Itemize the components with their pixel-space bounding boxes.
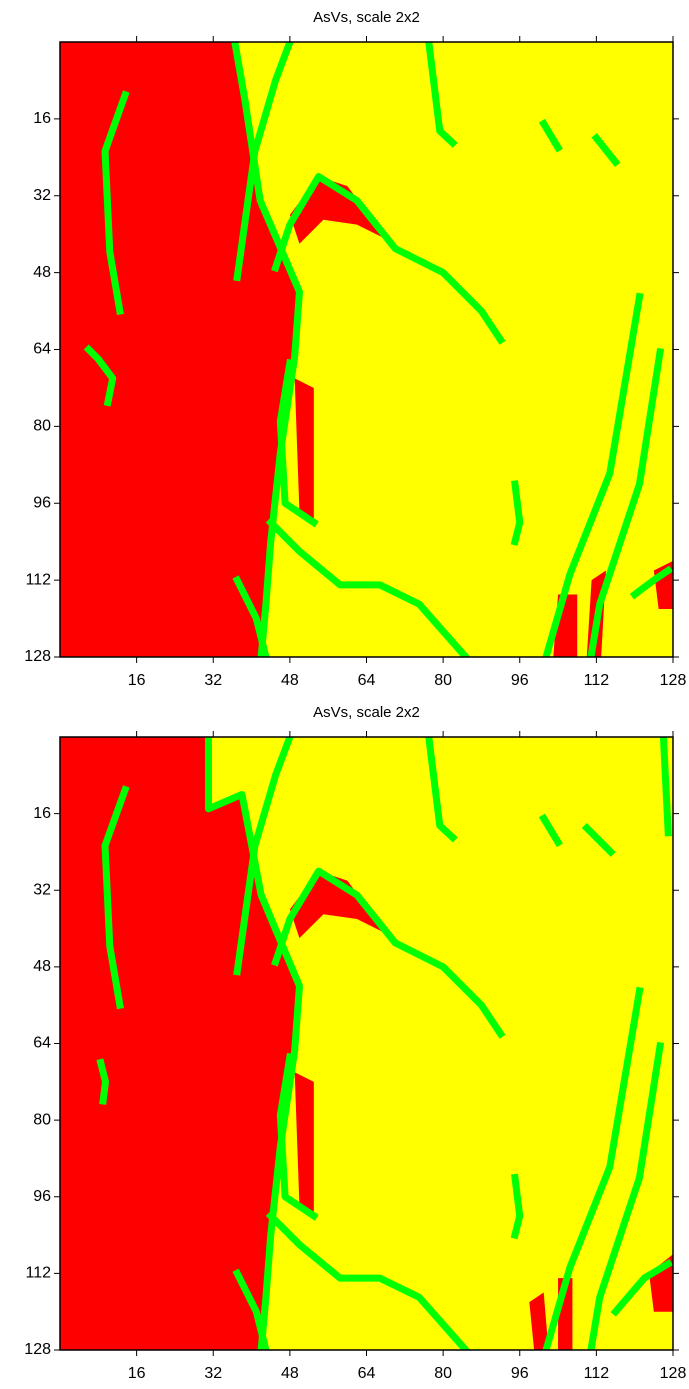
- curve: [587, 347, 665, 657]
- curve: [629, 565, 673, 600]
- curve: [96, 1058, 109, 1105]
- y-tick-label: 96: [33, 494, 51, 511]
- region: [289, 871, 396, 939]
- curve: [265, 1210, 471, 1350]
- x-tick-label: 112: [584, 1365, 610, 1382]
- x-tick-label: 32: [204, 672, 222, 689]
- curve: [538, 118, 563, 153]
- curve: [659, 737, 672, 837]
- curve: [581, 823, 616, 857]
- curve: [510, 480, 524, 546]
- region: [60, 737, 300, 1350]
- region: [294, 1072, 314, 1216]
- curve: [542, 986, 644, 1350]
- curve: [425, 42, 458, 148]
- curve: [542, 292, 644, 657]
- region: [529, 1292, 549, 1350]
- y-tick-label: 64: [33, 1035, 51, 1052]
- x-tick-label: 48: [281, 1365, 299, 1382]
- region: [289, 176, 396, 244]
- curve: [101, 785, 130, 1010]
- y-tick-label: 96: [33, 1188, 51, 1205]
- chart-title: AsVs, scale 2x2: [313, 704, 420, 721]
- y-tick-label: 128: [24, 1341, 51, 1358]
- x-tick-label: 80: [434, 1365, 452, 1382]
- y-tick-label: 48: [33, 264, 51, 281]
- curve: [276, 1052, 319, 1221]
- curve: [204, 737, 303, 1350]
- curve: [271, 173, 506, 345]
- y-tick-label: 32: [33, 881, 51, 898]
- curve: [232, 575, 270, 657]
- curve: [538, 813, 563, 848]
- y-tick-label: 80: [33, 418, 51, 435]
- x-tick-label: 32: [204, 1365, 222, 1382]
- curve: [425, 737, 458, 843]
- x-tick-label: 16: [128, 672, 146, 689]
- x-tick-label: 128: [660, 672, 687, 689]
- x-tick-label: 96: [511, 1365, 529, 1382]
- curve: [276, 358, 319, 528]
- curve: [510, 1173, 524, 1240]
- plot-area: [60, 737, 673, 1350]
- y-tick-label: 112: [25, 571, 51, 588]
- x-tick-label: 64: [358, 672, 376, 689]
- curve: [231, 42, 303, 657]
- curve: [83, 344, 117, 407]
- x-tick-label: 80: [434, 672, 452, 689]
- y-tick-label: 16: [33, 805, 51, 822]
- x-tick-label: 48: [281, 672, 299, 689]
- y-tick-label: 64: [33, 341, 51, 358]
- x-tick-label: 96: [511, 672, 529, 689]
- y-tick-label: 32: [33, 187, 51, 204]
- chart-title: AsVs, scale 2x2: [313, 9, 420, 26]
- y-tick-label: 16: [33, 110, 51, 127]
- curve: [233, 42, 294, 282]
- y-tick-label: 128: [24, 648, 51, 665]
- curve: [232, 1268, 270, 1350]
- region: [60, 42, 300, 657]
- y-tick-label: 48: [33, 958, 51, 975]
- curve: [610, 1258, 673, 1317]
- curve: [587, 1041, 665, 1350]
- x-tick-label: 64: [358, 1365, 376, 1382]
- curve: [591, 133, 621, 168]
- x-tick-label: 128: [660, 1365, 687, 1382]
- plot-area: [60, 42, 673, 657]
- curve: [101, 90, 130, 316]
- region: [294, 378, 314, 523]
- x-tick-label: 112: [584, 672, 610, 689]
- curve: [233, 737, 294, 976]
- y-tick-label: 80: [33, 1111, 51, 1128]
- y-tick-label: 112: [25, 1265, 51, 1282]
- curve: [271, 867, 506, 1039]
- x-tick-label: 16: [128, 1365, 146, 1382]
- curve: [265, 517, 471, 657]
